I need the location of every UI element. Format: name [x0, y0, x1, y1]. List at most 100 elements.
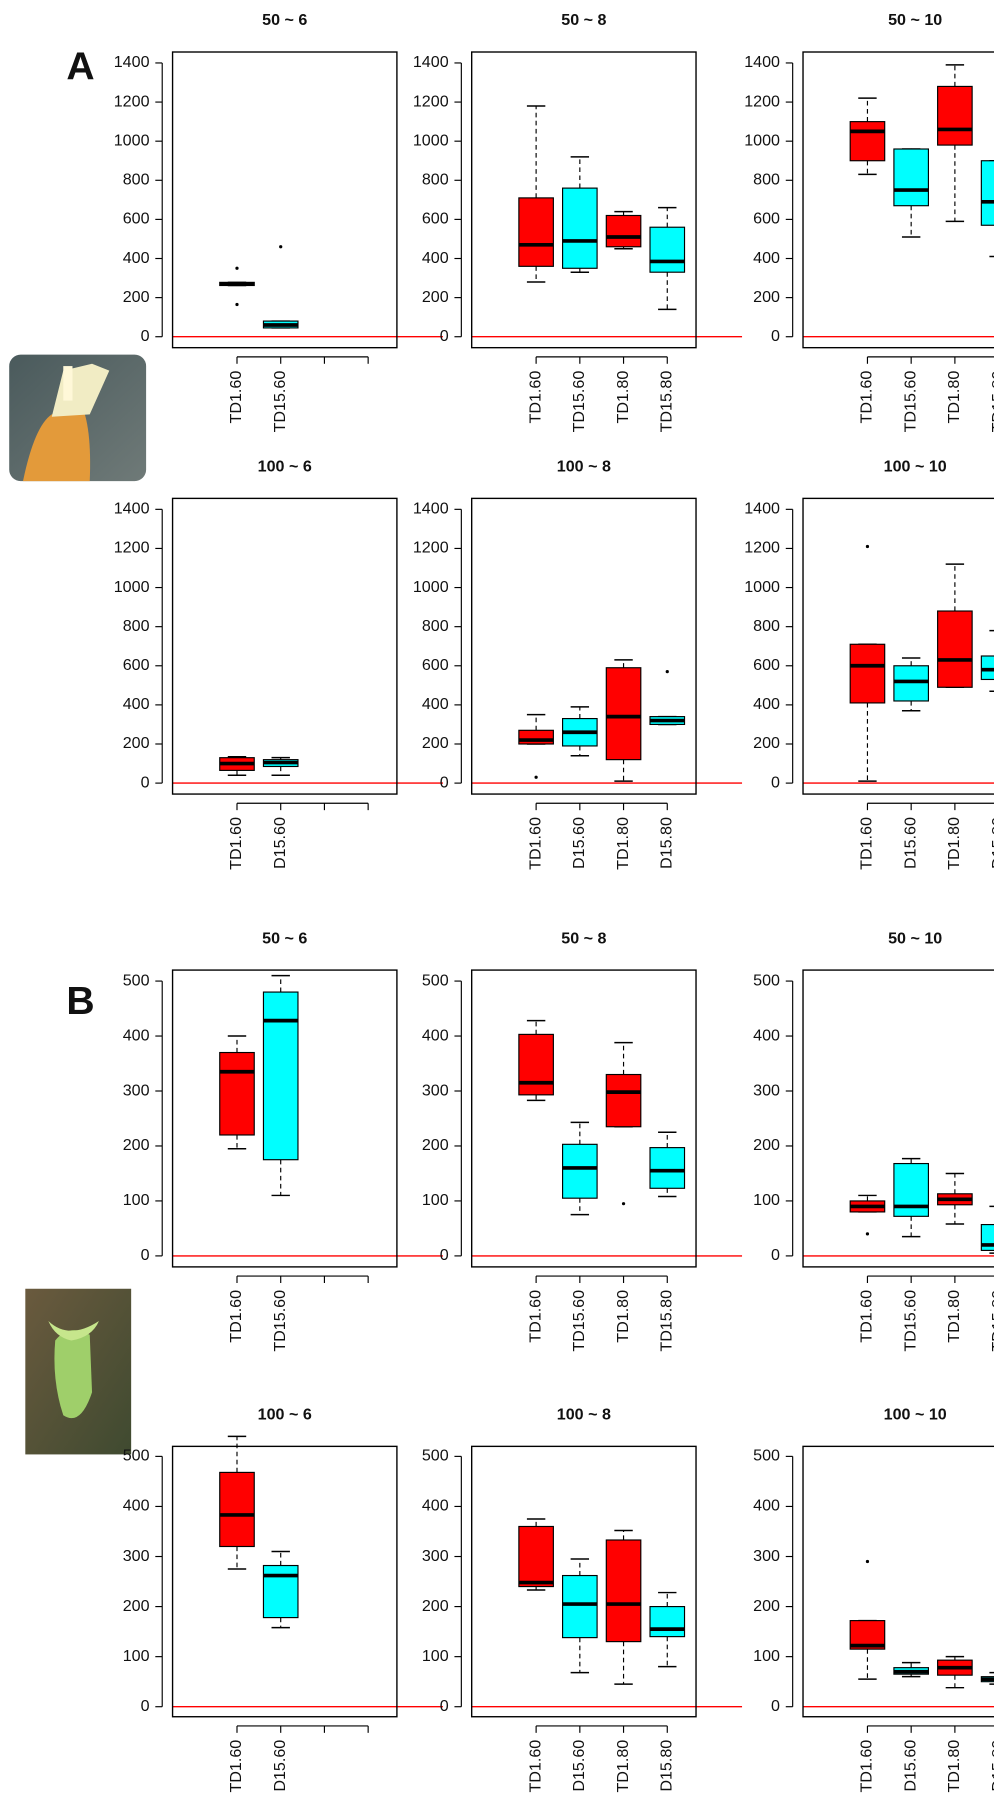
- y-tick-label: 0: [771, 1246, 780, 1264]
- y-tick-label: 400: [422, 1497, 449, 1515]
- outlier: [665, 670, 669, 674]
- box-plot: 100 ~ 6 0 100 200 300 400 500 TD1.60 D15.60: [123, 1406, 443, 1793]
- y-tick-label: 0: [141, 327, 150, 345]
- x-tick-label: TD15.60: [570, 371, 588, 433]
- box: [518, 1033, 554, 1096]
- y-tick-label: 0: [771, 327, 780, 345]
- chart-title: 100 ~ 10: [884, 1406, 947, 1424]
- box: [262, 991, 299, 1161]
- y-tick-label: 200: [123, 734, 150, 752]
- y-tick-label: 800: [422, 171, 449, 189]
- y-tick-label: 0: [771, 773, 780, 791]
- box: [605, 1539, 642, 1643]
- plot-frame: [802, 1445, 994, 1718]
- y-tick-label: 1000: [114, 578, 150, 596]
- y-tick-label: 100: [753, 1191, 780, 1209]
- y-tick-label: 300: [123, 1547, 150, 1565]
- x-tick-label: TD1.80: [614, 371, 632, 424]
- y-tick-label: 400: [753, 1026, 780, 1044]
- plot-frame: [802, 969, 994, 1268]
- plot-frame: [171, 1445, 398, 1718]
- chart-title: 50 ~ 10: [888, 11, 942, 29]
- x-tick-label: D15.80: [989, 1740, 994, 1792]
- box: [605, 667, 642, 761]
- outlier: [621, 1202, 626, 1206]
- x-tick-label: D15.60: [570, 1740, 588, 1792]
- box: [937, 610, 973, 688]
- box: [562, 187, 598, 269]
- y-tick-label: 500: [422, 1447, 449, 1465]
- y-tick-label: 400: [123, 695, 150, 713]
- x-tick-label: D15.60: [570, 817, 588, 869]
- x-tick-label: TD1.80: [614, 817, 632, 870]
- box-plot: 50 ~ 10 0 200 400 600 800 1000 1200 1400 TD1.60 TD…: [744, 11, 994, 432]
- y-tick-label: 600: [422, 656, 449, 674]
- y-tick-label: 500: [123, 1447, 150, 1465]
- x-tick-label: TD1.60: [858, 817, 876, 870]
- y-tick-label: 400: [422, 1026, 449, 1044]
- outlier: [534, 775, 538, 779]
- box-plot: 100 ~ 8 0 100 200 300 400 500 TD1.60 D15.60 TD1.8…: [422, 1406, 743, 1793]
- chart-title: 100 ~ 6: [258, 1406, 312, 1424]
- box: [649, 226, 686, 273]
- y-tick-label: 1000: [744, 578, 780, 596]
- y-tick-label: 200: [422, 734, 449, 752]
- x-tick-label: D15.60: [901, 817, 919, 869]
- box: [980, 160, 994, 226]
- y-tick-label: 0: [141, 1697, 150, 1715]
- panel-label: A: [66, 46, 94, 89]
- y-tick-label: 1200: [114, 539, 150, 557]
- y-tick-label: 500: [753, 971, 780, 989]
- y-tick-label: 100: [123, 1647, 150, 1665]
- y-tick-label: 200: [753, 1597, 780, 1615]
- y-tick-label: 600: [422, 210, 449, 228]
- x-tick-label: TD1.80: [945, 371, 963, 424]
- y-tick-label: 400: [422, 695, 449, 713]
- x-tick-label: TD1.60: [227, 817, 245, 870]
- x-tick-label: TD1.60: [858, 371, 876, 424]
- x-tick-label: D15.60: [271, 817, 289, 869]
- x-tick-label: TD1.80: [945, 1740, 963, 1793]
- y-tick-label: 800: [422, 617, 449, 635]
- x-tick-label: TD15.80: [658, 1290, 676, 1352]
- box-plot: 100 ~ 6 0 200 400 600 800 1000 1200 1400 TD1.60 D1…: [114, 458, 443, 870]
- x-tick-label: D15.80: [658, 1740, 676, 1792]
- box: [518, 197, 554, 267]
- y-tick-label: 300: [422, 1547, 449, 1565]
- y-tick-label: 200: [123, 288, 150, 306]
- box: [893, 1162, 929, 1217]
- y-tick-label: 200: [422, 288, 449, 306]
- y-tick-label: 1000: [413, 131, 449, 149]
- box-plot: 50 ~ 8 0 100 200 300 400 500 TD1.60 TD15.60 TD1.8…: [422, 929, 743, 1352]
- y-tick-label: 1200: [413, 92, 449, 110]
- box: [605, 1073, 642, 1128]
- x-tick-label: TD15.80: [989, 1290, 994, 1352]
- y-tick-label: 800: [123, 617, 150, 635]
- box: [605, 214, 642, 248]
- x-tick-label: TD15.60: [570, 1290, 588, 1352]
- box: [893, 665, 929, 702]
- y-tick-label: 400: [123, 249, 150, 267]
- y-tick-label: 0: [141, 773, 150, 791]
- box: [562, 1143, 598, 1199]
- box-plot: 100 ~ 10 0 100 200 300 400 500 TD1.60 D15.60 TD1.…: [753, 1406, 994, 1793]
- y-tick-label: 800: [753, 171, 780, 189]
- y-tick-label: 1200: [744, 539, 780, 557]
- plot-frame: [171, 969, 398, 1268]
- y-tick-label: 500: [422, 971, 449, 989]
- y-tick-label: 0: [141, 1246, 150, 1264]
- y-tick-label: 0: [440, 327, 449, 345]
- y-tick-label: 500: [123, 971, 150, 989]
- box: [219, 1471, 255, 1548]
- y-tick-label: 400: [123, 1026, 150, 1044]
- box: [649, 1606, 686, 1638]
- box-plot: 50 ~ 8 0 200 400 600 800 1000 1200 1400 TD1.60 TD1…: [413, 11, 743, 433]
- plot-frame: [171, 497, 398, 795]
- y-tick-label: 300: [422, 1081, 449, 1099]
- plot-frame: [470, 51, 697, 349]
- y-tick-label: 1400: [413, 53, 449, 71]
- chart-title: 100 ~ 8: [557, 458, 611, 476]
- box: [562, 1574, 598, 1639]
